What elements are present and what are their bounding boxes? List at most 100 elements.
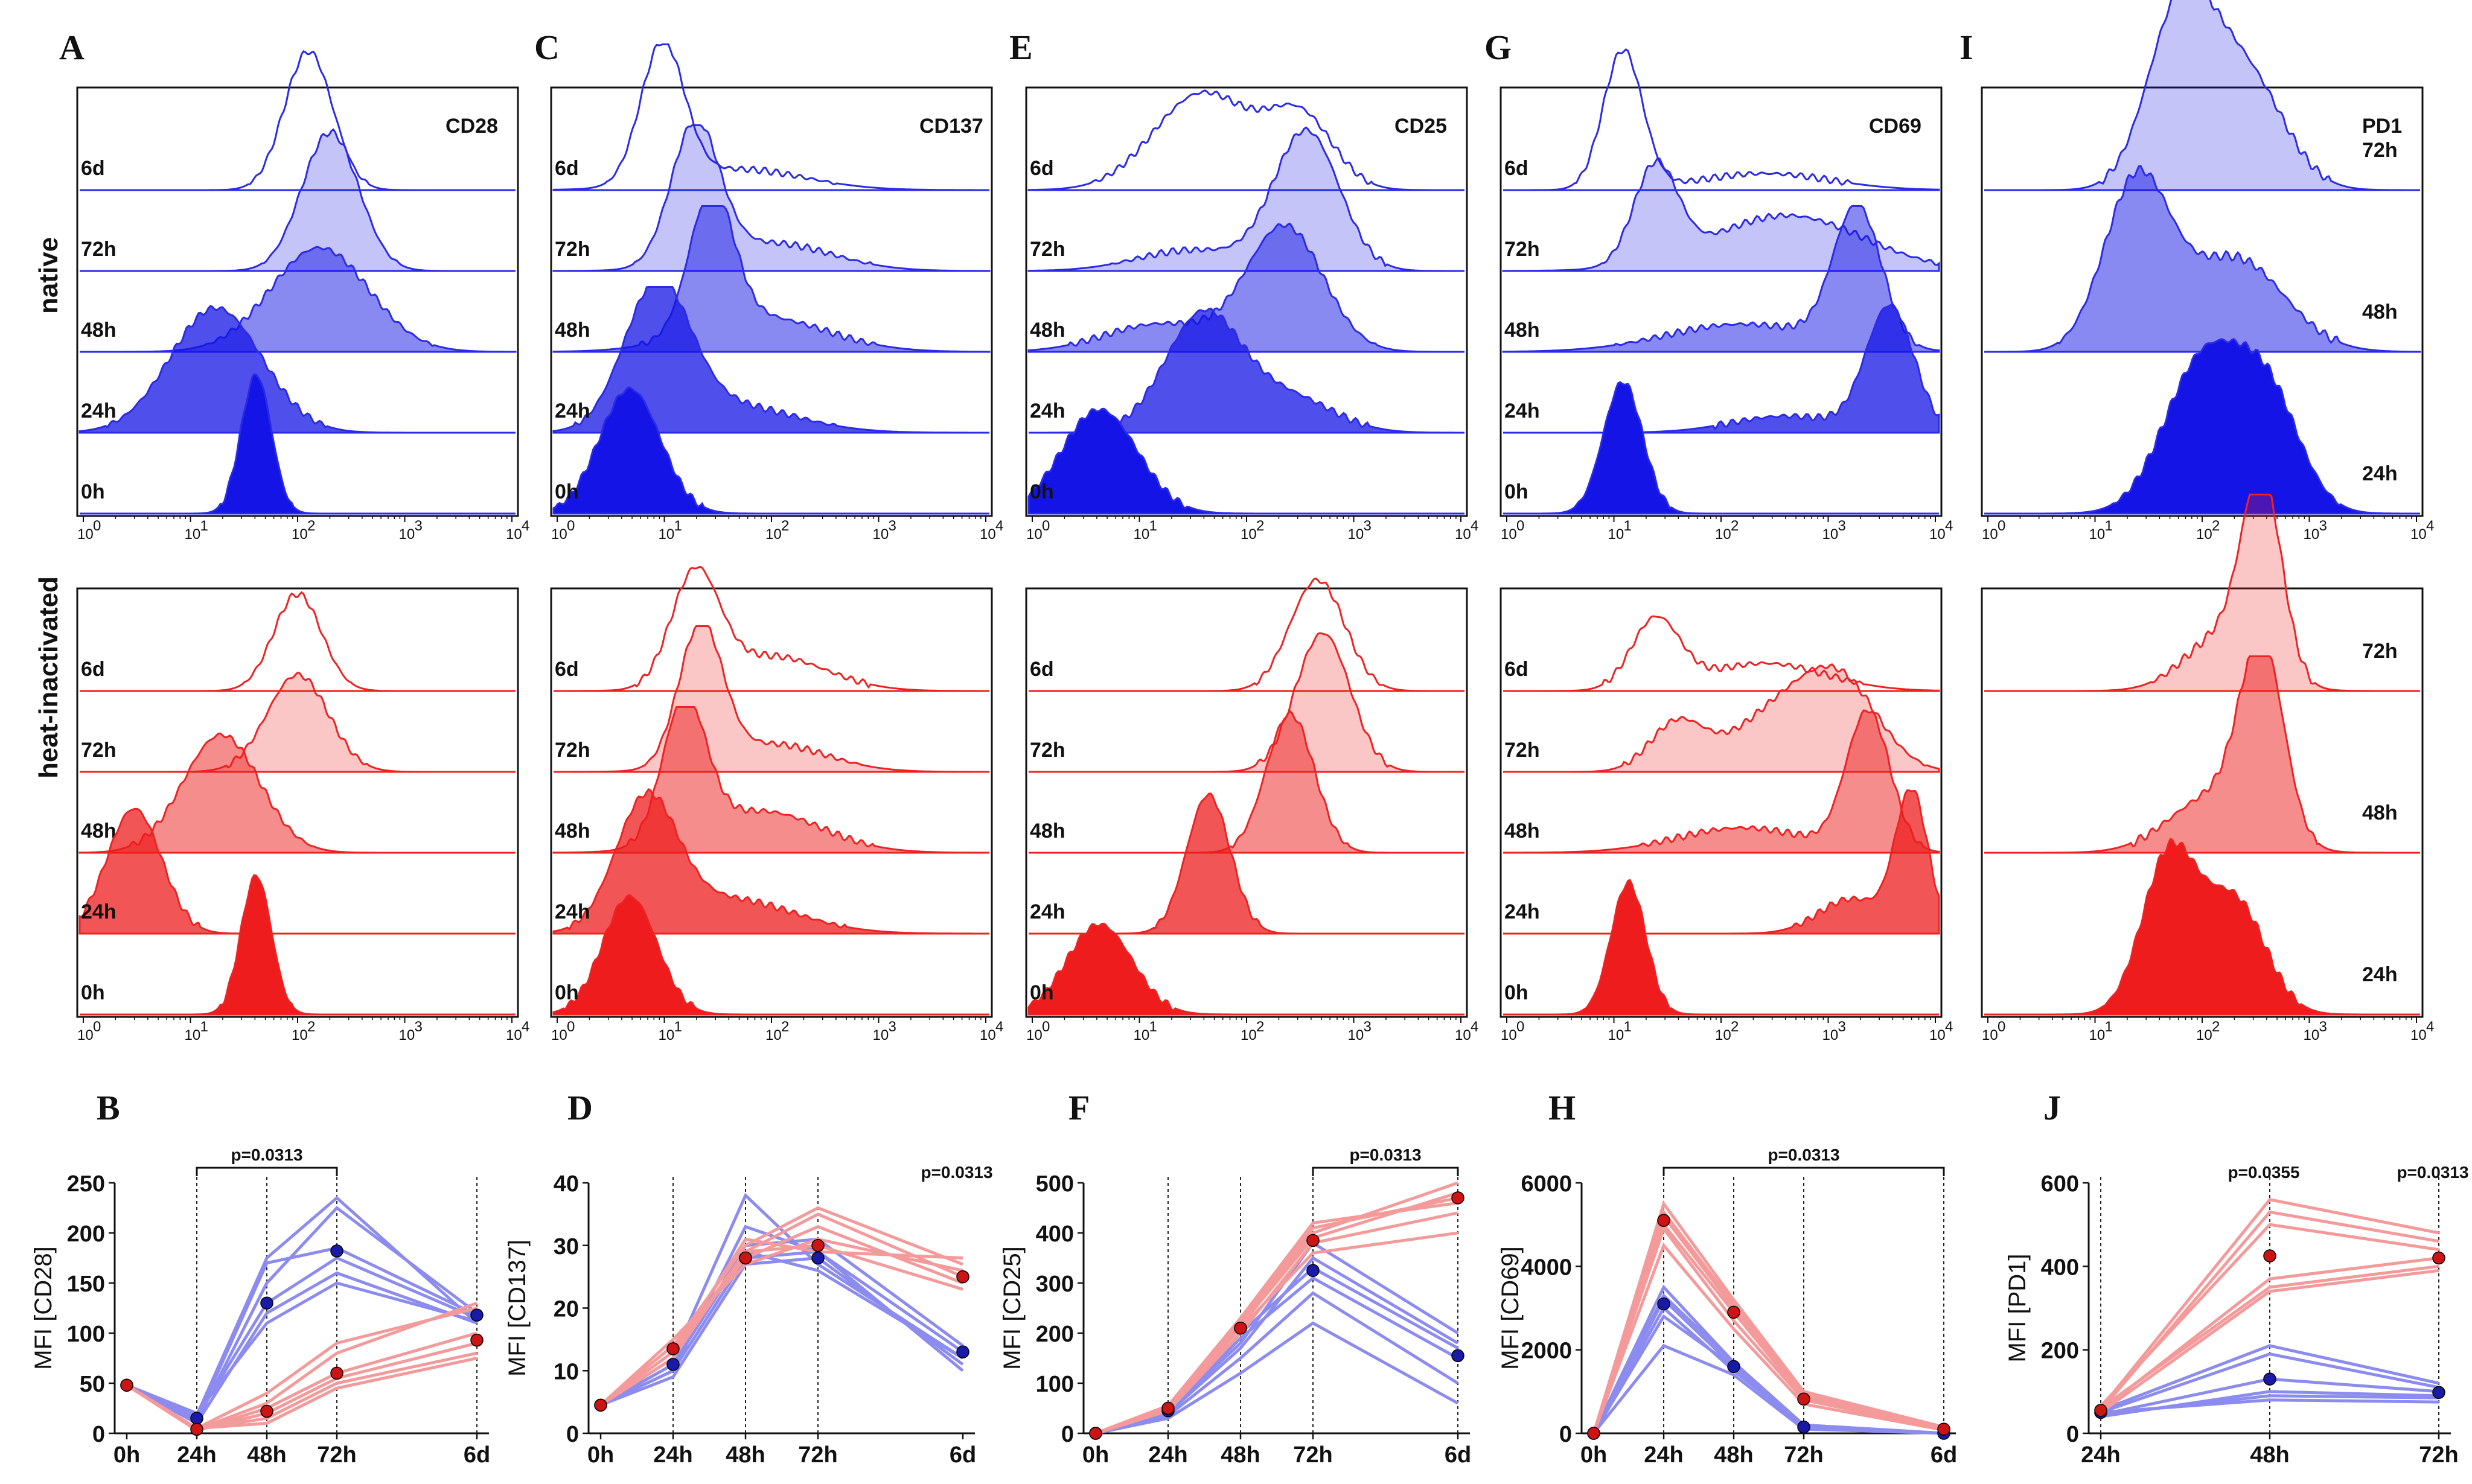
x-tick-label: 10 [551, 1027, 567, 1043]
x-tick-label: 10 [1134, 1027, 1150, 1043]
p-value-label: p=0.0313 [2397, 1163, 2468, 1182]
histogram-layer-72h [1984, 494, 2420, 692]
x-tick-label: 24h [177, 1442, 216, 1468]
native-donor-line [600, 1256, 964, 1407]
heat-mean-point [1727, 1305, 1740, 1319]
y-tick-label: 250 [67, 1171, 105, 1197]
p-value-label: p=0.0313 [921, 1163, 992, 1182]
x-tick-exponent: 1 [674, 1019, 682, 1035]
x-tick-exponent: 2 [307, 1019, 315, 1035]
x-tick-label: 10 [292, 526, 308, 543]
x-tick-exponent: 2 [781, 1019, 789, 1035]
histogram-layer-24h [78, 305, 516, 434]
x-tick-label: 10 [1455, 526, 1471, 543]
histogram-layer-24h [78, 807, 516, 935]
x-tick-exponent: 4 [995, 518, 1003, 534]
heat-mean-point [330, 1366, 343, 1380]
y-tick-label: 200 [2041, 1339, 2079, 1364]
x-tick-exponent: 1 [200, 1019, 208, 1035]
x-tick-label: 10 [2410, 1027, 2427, 1043]
x-tick-label: 10 [659, 1027, 675, 1043]
y-tick-label: 0 [92, 1422, 105, 1447]
panel-label-I: I [1959, 28, 1973, 67]
histogram-layer-6d [554, 565, 989, 692]
x-tick-exponent: 3 [2319, 1019, 2327, 1035]
native-mean-point [1657, 1297, 1670, 1311]
x-tick-exponent: 0 [567, 518, 575, 534]
heat-mean-point [1451, 1191, 1464, 1205]
x-tick-label: 72h [2419, 1442, 2458, 1468]
y-tick-label: 20 [554, 1297, 579, 1322]
heat-mean-point [1306, 1234, 1320, 1247]
native-donor-line [1095, 1256, 1459, 1435]
x-tick-label: 10 [873, 1027, 889, 1043]
x-tick-label: 10 [873, 526, 889, 543]
x-tick-exponent: 1 [2105, 518, 2113, 534]
y-tick-label: 0 [2066, 1422, 2079, 1447]
timepoint-label: 24h [1030, 400, 1065, 422]
line-panel-H: 0 2000 4000 6000 MFI [CD69] 0h 24h 48h 72h 6d p=0.… [1497, 1145, 1957, 1468]
line-panel-D: 0 10 20 30 40 MFI [CD137] 0h 24h 48h 72h 6d p=0.031… [504, 1163, 993, 1468]
x-tick-label: 10 [1026, 526, 1043, 543]
native-donor-line [126, 1256, 477, 1419]
native-mean-point [1451, 1349, 1464, 1363]
native-donor-line [2100, 1344, 2439, 1412]
x-tick-label: 10 [2089, 1027, 2106, 1043]
timepoint-label: 6d [1030, 658, 1054, 681]
histogram-layer-48h [1502, 205, 1940, 353]
x-tick-exponent: 2 [1256, 1019, 1264, 1035]
x-tick-label: 24h [2081, 1442, 2120, 1468]
timepoint-label: 6d [1504, 157, 1528, 180]
timepoint-label: 72h [1504, 739, 1540, 762]
histogram-layer-48h [552, 205, 991, 353]
x-tick-label: 48h [1714, 1442, 1753, 1468]
y-tick-label: 0 [1061, 1422, 1074, 1447]
heat-donor-line [1095, 1201, 1458, 1435]
native-donor-line [1095, 1321, 1459, 1435]
timepoint-label: 0h [1030, 480, 1054, 503]
heat-donor-line [2100, 1223, 2439, 1407]
native-mean-point [956, 1345, 969, 1358]
native-mean-point [190, 1412, 203, 1425]
timepoint-label: 48h [1030, 820, 1065, 842]
histogram-layer-24h [1503, 304, 1940, 434]
heat-mean-point [470, 1333, 484, 1347]
timepoint-label: 48h [81, 820, 117, 842]
x-tick-exponent: 3 [1364, 518, 1372, 534]
x-tick-exponent: 3 [1838, 1019, 1846, 1035]
histogram-layer-6d [80, 50, 516, 191]
y-tick-label: 4000 [1521, 1255, 1572, 1280]
timepoint-label: 72h [81, 739, 117, 762]
x-tick-label: 10 [2196, 526, 2212, 543]
histogram-layer-48h [1029, 710, 1464, 854]
panel-label-D: D [567, 1088, 593, 1127]
y-tick-label: 10 [554, 1359, 579, 1384]
timepoint-label: 6d [555, 157, 579, 180]
marker-label: CD25 [1394, 115, 1447, 138]
x-tick-label: 10 [1822, 526, 1839, 543]
panel-label-H: H [1548, 1088, 1576, 1127]
native-donor-line [599, 1250, 964, 1407]
timepoint-label: 0h [1504, 480, 1528, 503]
x-tick-label: 6d [464, 1442, 490, 1468]
heat-donor-line [1095, 1196, 1458, 1435]
x-tick-label: 48h [2250, 1442, 2289, 1468]
x-tick-exponent: 3 [415, 518, 423, 534]
x-tick-label: 10 [765, 526, 782, 543]
x-tick-label: 10 [185, 1027, 201, 1043]
x-tick-label: 10 [1608, 1027, 1624, 1043]
histogram-layer-6d [1027, 89, 1464, 191]
x-tick-label: 10 [399, 526, 415, 543]
x-tick-exponent: 4 [1471, 1019, 1478, 1035]
x-tick-label: 10 [551, 526, 567, 543]
histogram-layer-48h [80, 246, 517, 353]
histogram-layer-0h [1027, 407, 1464, 515]
timepoint-label: 72h [2362, 640, 2398, 663]
heat-donor-line [1095, 1211, 1458, 1435]
x-tick-exponent: 0 [1516, 518, 1524, 534]
